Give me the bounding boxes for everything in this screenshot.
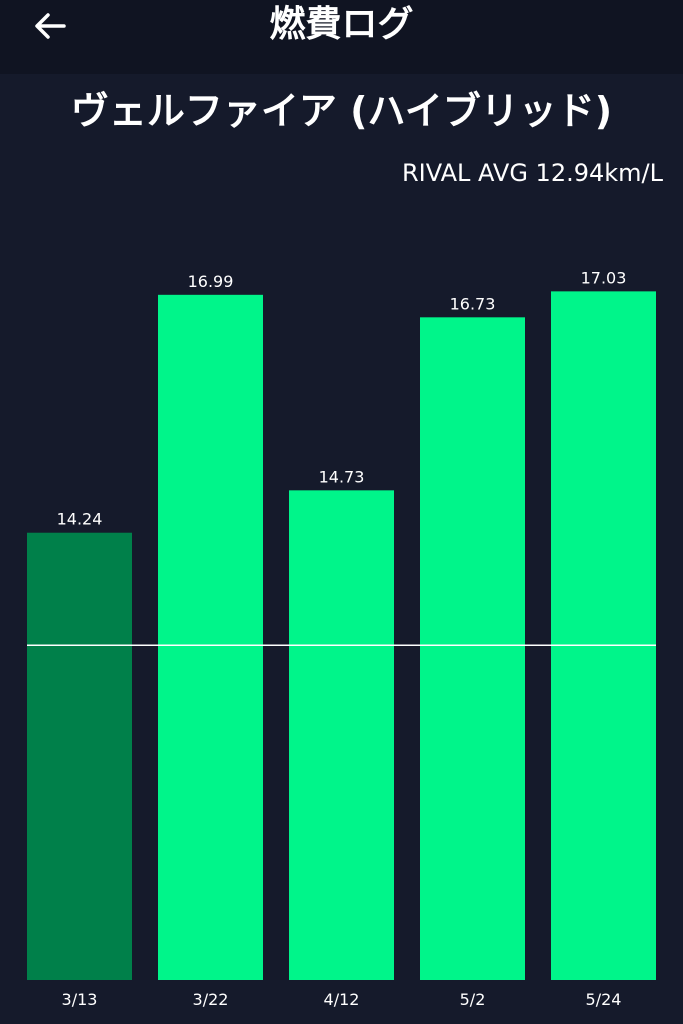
category-label: 3/13	[62, 990, 98, 1009]
bar-value-label: 14.73	[319, 467, 365, 486]
bar-value-label: 17.03	[581, 268, 627, 287]
category-label: 3/22	[193, 990, 229, 1009]
app-bar: 燃費ログ	[0, 0, 683, 74]
rival-average-label: RIVAL AVG 12.94km/L	[401, 159, 663, 187]
bar-value-label: 16.73	[450, 294, 496, 313]
arrow-left-icon	[35, 13, 66, 39]
bar-5/2[interactable]	[420, 317, 525, 981]
category-label: 5/24	[586, 990, 622, 1009]
category-label: 5/2	[460, 990, 486, 1009]
bar-value-label: 14.24	[57, 510, 103, 529]
bar-3/22[interactable]	[158, 294, 263, 980]
category-label: 4/12	[324, 990, 360, 1009]
bar-4/12[interactable]	[289, 490, 394, 980]
bar-3/13[interactable]	[27, 532, 132, 980]
back-button[interactable]	[26, 4, 74, 48]
bar-5/24[interactable]	[551, 291, 656, 980]
page-title: 燃費ログ	[269, 4, 414, 45]
vehicle-title: ヴェルファイア (ハイブリッド)	[70, 89, 613, 133]
bar-value-label: 16.99	[188, 272, 234, 291]
